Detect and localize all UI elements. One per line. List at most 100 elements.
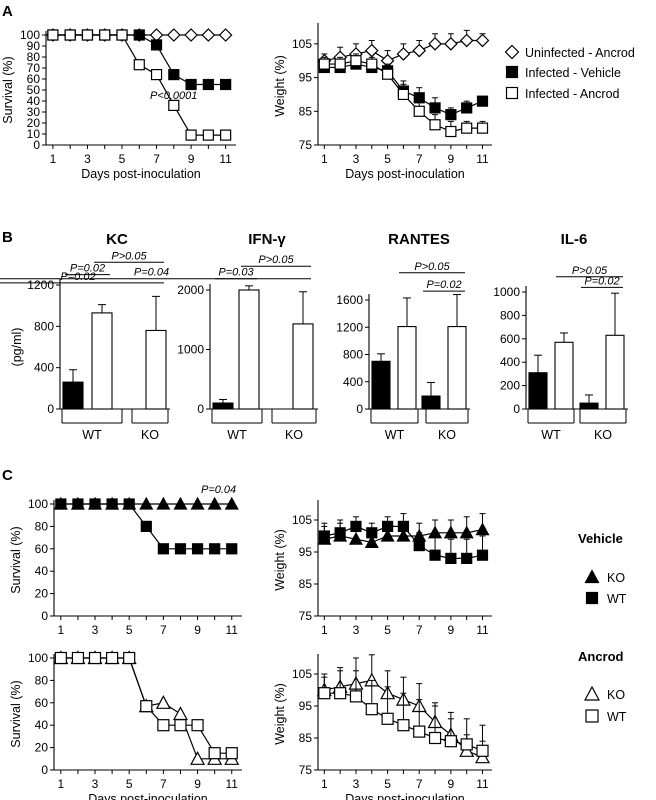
chart-title: RANTES bbox=[388, 231, 450, 248]
data-point bbox=[155, 695, 171, 709]
x-tick-label: 9 bbox=[188, 152, 195, 166]
y-tick-label: 800 bbox=[343, 348, 363, 362]
data-point bbox=[88, 651, 102, 665]
y-tick-label: 800 bbox=[34, 319, 54, 333]
legend-c: Vehicle Ancrod KO WT KO WT bbox=[578, 531, 627, 724]
data-point bbox=[190, 751, 206, 765]
y-tick-label: 80 bbox=[35, 673, 49, 687]
data-point bbox=[89, 498, 101, 510]
data-point bbox=[201, 28, 216, 42]
y-tick-label: 105 bbox=[292, 37, 312, 51]
y-axis-label: Survival (%) bbox=[9, 526, 23, 593]
data-point bbox=[54, 651, 67, 665]
y-tick-label: 50 bbox=[27, 83, 41, 97]
data-point bbox=[71, 651, 85, 665]
data-point bbox=[157, 543, 169, 555]
data-point bbox=[366, 58, 378, 70]
group-label: KO bbox=[285, 428, 303, 442]
data-point bbox=[364, 43, 379, 58]
x-axis-label: Days post-inoculation bbox=[81, 167, 201, 181]
data-point bbox=[47, 29, 59, 41]
comparison-label: P>0.05 bbox=[572, 265, 608, 277]
series-1 bbox=[318, 670, 489, 757]
chart-c-ancrod-weight: 75 85 95 105 1 3 5 7 9 11 Days post-inoculation Wei… bbox=[273, 654, 492, 800]
y-tick-label: 0 bbox=[47, 402, 54, 416]
y-tick-label: 105 bbox=[292, 667, 312, 681]
group-label: WT bbox=[541, 428, 561, 442]
data-point bbox=[413, 725, 426, 738]
data-point bbox=[166, 28, 181, 42]
y-tick-label: 105 bbox=[292, 513, 312, 527]
x-tick-label: 1 bbox=[321, 623, 328, 637]
legend-c-vehicle-title: Vehicle bbox=[578, 531, 623, 546]
y-tick-label: 0 bbox=[197, 402, 204, 416]
data-point bbox=[220, 129, 232, 141]
x-tick-label: 5 bbox=[384, 152, 391, 166]
bar-vehicle bbox=[421, 395, 441, 410]
y-tick-label: 1200 bbox=[27, 278, 54, 292]
y-tick-label: 75 bbox=[299, 609, 313, 623]
data-point bbox=[207, 496, 222, 510]
data-point bbox=[133, 59, 145, 71]
x-tick-label: 9 bbox=[448, 777, 455, 791]
x-tick-label: 9 bbox=[448, 152, 455, 166]
data-point bbox=[350, 520, 362, 533]
y-tick-label: 80 bbox=[27, 50, 41, 64]
data-point bbox=[382, 68, 394, 80]
panel-label-c: C bbox=[2, 467, 13, 484]
y-tick-label: 0 bbox=[356, 402, 363, 416]
y-tick-label: 75 bbox=[299, 138, 313, 152]
bar-ancrod bbox=[292, 323, 314, 410]
y-tick-label: 1000 bbox=[493, 285, 520, 299]
chart-c-vehicle-survival: 0 20 40 60 80 100 1 3 5 7 9 11 Survival (%) P=0.04 bbox=[9, 484, 242, 637]
y-tick-label: 30 bbox=[27, 105, 41, 119]
legend-c-ancrod-title: Ancrod bbox=[578, 649, 624, 664]
bar-ancrod bbox=[397, 326, 417, 410]
data-point bbox=[397, 88, 410, 101]
data-point bbox=[224, 496, 239, 510]
data-point bbox=[106, 651, 119, 665]
x-tick-label: 11 bbox=[476, 777, 489, 791]
chart-title: IL-6 bbox=[561, 231, 588, 248]
x-tick-label: 1 bbox=[57, 623, 64, 637]
x-tick-label: 3 bbox=[92, 777, 99, 791]
data-point bbox=[168, 68, 180, 81]
series-1 bbox=[54, 651, 238, 760]
x-axis-label: Days post-inoculation bbox=[345, 792, 465, 800]
y-tick-label: 85 bbox=[299, 577, 313, 591]
y-tick-label: 20 bbox=[35, 587, 49, 601]
legend-label: WT bbox=[607, 710, 627, 724]
y-tick-label: 85 bbox=[299, 731, 313, 745]
y-tick-label: 20 bbox=[35, 741, 49, 755]
data-point bbox=[429, 549, 441, 561]
legend-marker bbox=[504, 44, 520, 60]
data-point bbox=[381, 712, 394, 725]
y-tick-label: 100 bbox=[28, 497, 48, 511]
chart-c-ancrod-survival: 0 20 40 60 80 100 1 3 5 7 9 11 Days post-inoculation… bbox=[9, 650, 242, 800]
x-tick-label: 9 bbox=[194, 623, 201, 637]
x-tick-label: 7 bbox=[416, 152, 423, 166]
data-point bbox=[334, 58, 346, 70]
data-point bbox=[123, 651, 136, 665]
y-tick-label: 10 bbox=[27, 127, 41, 141]
data-point bbox=[220, 78, 232, 91]
data-point bbox=[475, 522, 490, 536]
x-tick-label: 1 bbox=[50, 152, 57, 166]
bar-ancrod bbox=[145, 329, 167, 410]
data-point bbox=[139, 496, 154, 510]
data-point bbox=[459, 33, 474, 48]
data-point bbox=[225, 747, 238, 760]
comparison-label: P=0.04 bbox=[134, 267, 169, 279]
chart-b-ifng: 0 1000 2000 IFN-γ WT KO P=0.03 P>0.05 P=0.04 bbox=[0, 231, 318, 442]
group-label: WT bbox=[227, 428, 247, 442]
y-tick-label: 800 bbox=[500, 308, 520, 322]
series-1 bbox=[318, 513, 489, 565]
y-tick-label: 20 bbox=[27, 116, 41, 130]
legend-marker bbox=[585, 591, 599, 605]
bar-vehicle bbox=[579, 402, 599, 410]
data-point bbox=[149, 28, 164, 42]
data-point bbox=[185, 129, 197, 141]
data-point bbox=[140, 700, 153, 713]
bar-vehicle bbox=[212, 402, 234, 410]
data-point bbox=[429, 102, 441, 114]
